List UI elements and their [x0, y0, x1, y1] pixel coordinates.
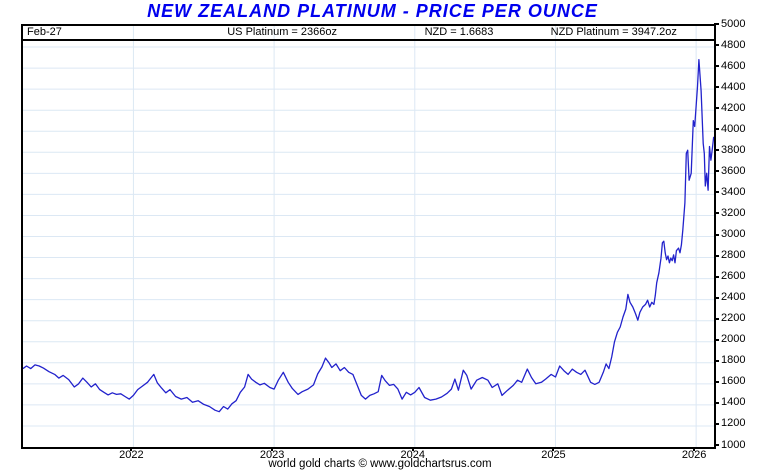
x-axis-label: 2025	[541, 449, 566, 461]
y-axis-label: 2800	[721, 249, 746, 262]
x-axis-label: 2022	[119, 449, 144, 461]
x-axis-label: 2023	[259, 449, 285, 461]
copyright-footer: world gold charts © www.goldchartsrus.co…	[268, 458, 492, 470]
y-axis-label: 2200	[721, 312, 746, 325]
y-axis-label: 5000	[721, 17, 746, 30]
y-tick-mark	[714, 422, 719, 425]
y-tick-mark	[714, 254, 719, 257]
y-axis-label: 4600	[721, 59, 746, 72]
y-tick-mark	[714, 338, 719, 341]
y-axis-label: 2600	[721, 270, 746, 283]
y-axis-label: 1200	[721, 417, 746, 430]
x-axis-label: 2024	[400, 449, 426, 461]
y-tick-mark	[714, 359, 719, 362]
y-axis-label: 1600	[721, 375, 746, 388]
y-tick-mark	[714, 86, 719, 89]
plot-area: Feb-27 US Platinum = 2366oz NZD = 1.6683…	[21, 24, 716, 449]
y-axis-label: 1000	[721, 438, 746, 451]
y-tick-mark	[714, 444, 719, 446]
nzd-platinum-quote: NZD Platinum = 3947.2oz	[550, 26, 677, 38]
y-tick-mark	[714, 401, 719, 404]
nzd-rate-quote: NZD = 1.6683	[424, 26, 494, 38]
y-axis-label: 3400	[721, 185, 746, 198]
y-tick-mark	[714, 233, 719, 236]
y-axis-label: 3000	[721, 228, 746, 240]
y-tick-mark	[714, 380, 719, 383]
y-tick-mark	[714, 296, 719, 299]
y-axis-label: 4800	[721, 38, 746, 51]
y-tick-mark	[714, 191, 719, 194]
y-axis-label: 3800	[721, 143, 746, 156]
y-axis-label: 1800	[721, 354, 746, 367]
x-tick-mark	[271, 447, 274, 451]
y-tick-mark	[714, 23, 719, 25]
y-tick-mark	[714, 212, 719, 215]
quote-date-label: Feb-27	[27, 26, 62, 38]
chart-canvas	[23, 26, 714, 447]
x-tick-mark	[411, 447, 414, 451]
y-axis-label: 3600	[721, 164, 746, 177]
x-tick-mark	[552, 447, 555, 451]
y-tick-mark	[714, 65, 719, 68]
y-tick-mark	[714, 170, 719, 173]
y-axis-label: 2000	[721, 333, 746, 346]
y-tick-mark	[714, 275, 719, 278]
x-axis-label: 2026	[681, 449, 707, 461]
y-axis-label: 4400	[721, 80, 746, 93]
y-axis-label: 4200	[721, 101, 746, 114]
x-tick-mark	[693, 447, 696, 451]
y-tick-mark	[714, 317, 719, 320]
y-axis-label: 4000	[721, 122, 746, 135]
y-axis-label: 1400	[721, 396, 746, 409]
price-line	[23, 59, 714, 413]
quote-header-band: Feb-27 US Platinum = 2366oz NZD = 1.6683…	[23, 26, 714, 41]
x-tick-mark	[130, 447, 133, 451]
us-platinum-quote: US Platinum = 2366oz	[227, 26, 338, 38]
y-tick-mark	[714, 44, 719, 47]
y-axis-label: 2400	[721, 291, 746, 304]
y-tick-mark	[714, 128, 719, 131]
y-axis-label: 3200	[721, 206, 746, 219]
y-tick-mark	[714, 107, 719, 110]
chart-title: NEW ZEALAND PLATINUM - PRICE PER OUNCE	[147, 1, 598, 21]
y-tick-mark	[714, 149, 719, 152]
